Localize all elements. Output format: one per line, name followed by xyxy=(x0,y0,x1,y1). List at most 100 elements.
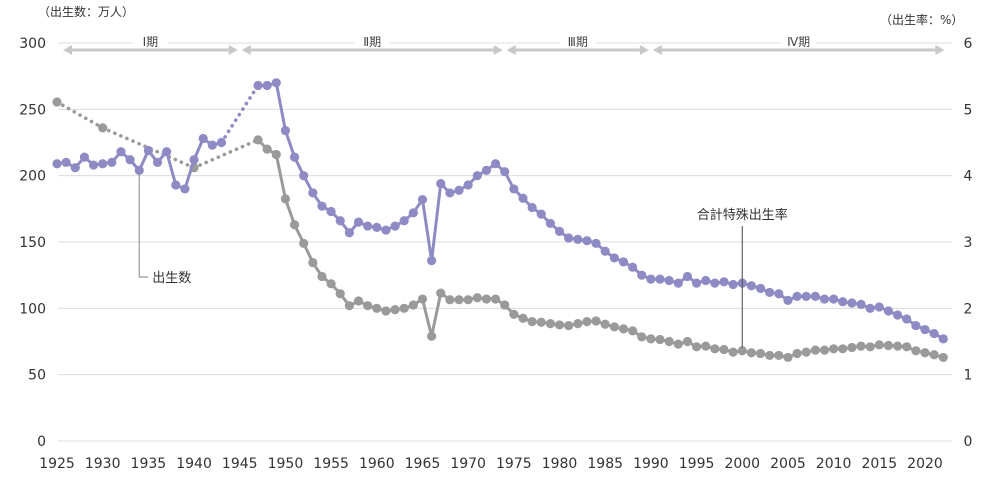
births-point xyxy=(691,278,702,288)
tfr-point xyxy=(463,295,473,305)
tfr-point xyxy=(554,320,565,330)
births-point xyxy=(673,278,683,288)
births-point xyxy=(472,171,482,181)
tfr-point xyxy=(929,350,939,360)
births-point xyxy=(637,270,647,280)
right-y-axis: 0 1 2 3 4 5 6 xyxy=(964,36,973,450)
births-point xyxy=(280,125,291,136)
births-point xyxy=(609,253,619,263)
tfr-point xyxy=(481,294,492,304)
tfr-point xyxy=(883,340,894,351)
births-point xyxy=(801,291,811,301)
births-point xyxy=(892,310,903,320)
tfr-point xyxy=(728,347,738,357)
x-tick: 1975 xyxy=(496,456,532,472)
tfr-point xyxy=(417,294,428,304)
tfr-point xyxy=(262,144,272,154)
tfr-point xyxy=(52,97,62,107)
tfr-point xyxy=(253,135,263,145)
tfr-point xyxy=(372,303,382,313)
arrow-left-icon xyxy=(506,45,516,55)
tfr-point xyxy=(865,342,875,352)
tfr-point xyxy=(902,342,912,352)
births-point xyxy=(381,225,391,235)
arrow-left-icon xyxy=(63,45,72,55)
x-tick: 1940 xyxy=(176,456,212,472)
births-point xyxy=(701,275,711,286)
births-point xyxy=(88,160,99,170)
x-tick: 1930 xyxy=(85,456,121,472)
tfr-point xyxy=(527,317,537,327)
births-point xyxy=(436,179,446,189)
births-point xyxy=(289,152,300,162)
births-point xyxy=(107,157,117,167)
births-point xyxy=(162,147,172,157)
births-point xyxy=(216,137,227,148)
births-point xyxy=(427,255,437,266)
tfr-point xyxy=(856,341,866,351)
tfr-point xyxy=(408,300,418,310)
period-label: Ⅳ期 xyxy=(787,35,810,49)
left-y-tick: 150 xyxy=(19,235,46,251)
tfr-point xyxy=(335,289,345,299)
left-y-tick: 250 xyxy=(19,102,46,118)
births-point xyxy=(408,208,418,218)
births-point xyxy=(582,236,592,246)
x-tick: 1990 xyxy=(633,456,669,472)
tfr-point xyxy=(98,123,108,133)
x-tick: 1945 xyxy=(222,456,258,472)
tfr-point xyxy=(353,296,364,306)
births-point xyxy=(509,184,519,194)
tfr-point xyxy=(774,350,784,361)
births-point xyxy=(253,80,263,91)
left-axis-unit-label: （出生数：万人） xyxy=(38,4,134,19)
tfr-point xyxy=(490,294,501,304)
arrow-right-icon xyxy=(935,45,945,55)
tfr-point xyxy=(801,347,811,357)
tfr-point xyxy=(427,331,437,341)
x-tick: 1960 xyxy=(359,456,395,472)
births-point xyxy=(198,133,208,144)
births-point xyxy=(335,216,345,226)
tfr-point xyxy=(326,279,336,289)
births-point xyxy=(856,299,866,309)
tfr-point xyxy=(938,352,948,363)
tfr-point xyxy=(308,257,318,268)
births-point xyxy=(353,217,364,227)
left-y-tick: 100 xyxy=(19,301,46,317)
right-y-tick: 6 xyxy=(964,36,973,52)
births-point xyxy=(152,157,163,167)
births-point xyxy=(810,291,820,301)
tfr-point xyxy=(390,305,400,315)
tfr-point xyxy=(545,318,555,329)
tfr-point xyxy=(783,352,793,363)
tfr-segment xyxy=(420,297,434,338)
births-point xyxy=(911,320,921,331)
tfr-point xyxy=(344,301,354,311)
births-point xyxy=(628,262,638,272)
births-point xyxy=(838,297,848,307)
births-point xyxy=(938,334,948,344)
births-point xyxy=(189,155,199,165)
tfr-point xyxy=(280,194,291,204)
tfr-point xyxy=(582,317,592,327)
births-point xyxy=(847,298,857,308)
tfr-point xyxy=(819,345,830,355)
tfr-point xyxy=(271,149,281,160)
births-point xyxy=(52,159,62,169)
right-y-tick: 3 xyxy=(964,235,973,251)
births-point xyxy=(299,171,309,181)
births-point xyxy=(262,80,272,91)
tfr-point xyxy=(691,342,702,352)
x-tick: 2000 xyxy=(724,456,760,472)
period-label: Ⅱ期 xyxy=(363,35,381,49)
births-point xyxy=(454,185,464,195)
births-point xyxy=(600,246,610,256)
tfr-point xyxy=(920,348,930,358)
right-axis-unit-label: （出生率：%） xyxy=(880,12,963,27)
tfr-point xyxy=(536,317,546,327)
tfr-point xyxy=(600,319,610,329)
tfr-point xyxy=(454,295,464,305)
x-tick: 1970 xyxy=(450,456,486,472)
births-point xyxy=(765,287,775,298)
